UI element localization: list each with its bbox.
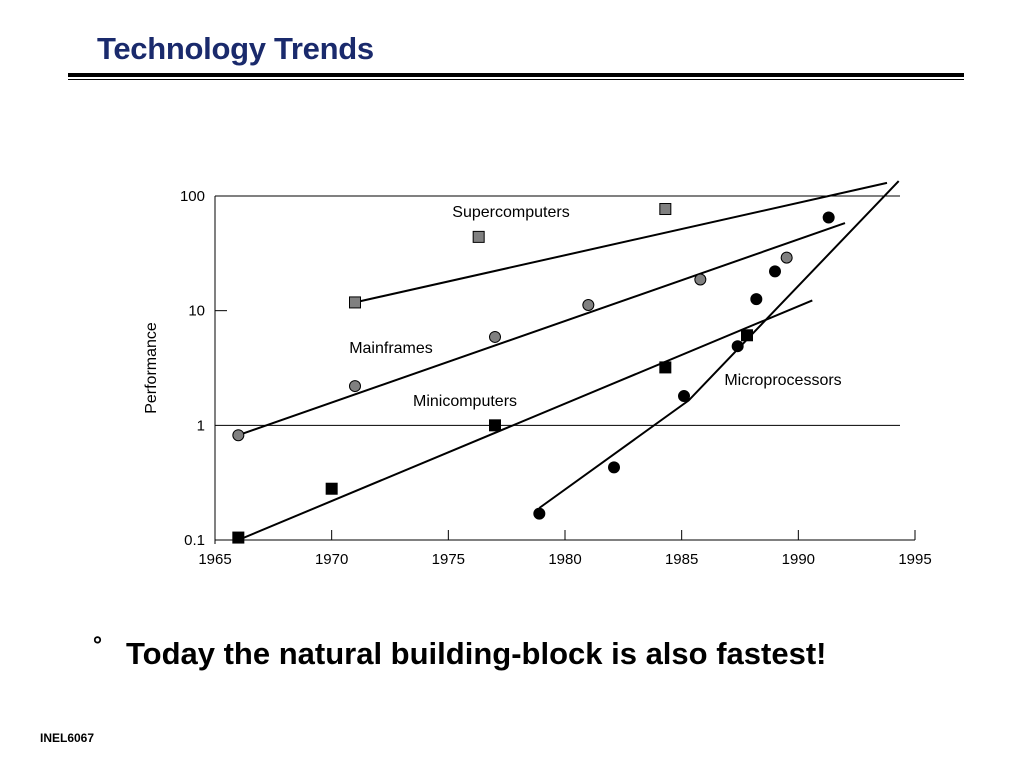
x-tick-label-1975: 1975 — [432, 551, 465, 568]
bullet-point: ° Today the natural building-block is al… — [92, 634, 827, 672]
microprocessors-point-6 — [822, 211, 835, 224]
mainframes-point-4 — [694, 273, 707, 286]
microprocessors-point-4 — [750, 293, 763, 306]
slide-title: Technology Trends — [97, 31, 374, 66]
y-tick-label-100: 100 — [180, 188, 205, 205]
supercomputers-trend-line — [354, 181, 888, 304]
x-tick-label-1995: 1995 — [898, 551, 931, 568]
bullet-icon: ° — [92, 634, 103, 659]
x-tick-label-1965: 1965 — [198, 551, 231, 568]
mainframes-point-3 — [582, 299, 595, 312]
x-tick-label-1985: 1985 — [665, 551, 698, 568]
microprocessors-point-3 — [731, 340, 744, 353]
supercomputers-label: Supercomputers — [452, 204, 569, 221]
mainframes-point-5 — [780, 251, 793, 264]
title-rule-thin — [68, 79, 964, 80]
footer-course-code: INEL6067 — [40, 731, 95, 745]
y-tick-label-1: 1 — [197, 417, 205, 434]
performance-chart: 0.1 1 10 100 1965 1970 1975 1980 1985 1990 1995 Per… — [143, 180, 932, 568]
minicomputers-point-0 — [232, 531, 245, 544]
microprocessors-point-1 — [608, 461, 620, 474]
minicomputers-point-1 — [325, 482, 338, 495]
supercomputers-point-2 — [659, 203, 672, 216]
mainframes-trend-line — [237, 222, 846, 437]
minicomputers-trend-line — [237, 299, 813, 541]
supercomputers-point-0 — [349, 296, 361, 309]
microprocessors-point-2 — [678, 390, 690, 403]
x-tick-label-1980: 1980 — [548, 551, 581, 568]
y-tick-label-0.1: 0.1 — [184, 532, 205, 549]
bullet-text: Today the natural building-block is also… — [126, 636, 827, 671]
mainframes-point-0 — [232, 429, 245, 442]
microprocessors-label: Microprocessors — [724, 372, 841, 389]
title-rule-thick — [68, 73, 964, 77]
microprocessors-trend-line — [538, 180, 900, 509]
y-axis-label: Performance — [143, 322, 160, 414]
minicomputers-point-3 — [659, 361, 672, 374]
microprocessors-point-0 — [533, 507, 546, 520]
minicomputers-label: Minicomputers — [413, 393, 517, 410]
minicomputers-point-2 — [489, 419, 501, 432]
mainframes-label: Mainframes — [349, 340, 433, 357]
microprocessors-point-5 — [769, 265, 781, 278]
x-tick-label-1990: 1990 — [782, 551, 815, 568]
supercomputers-point-1 — [472, 230, 485, 243]
x-tick-label-1970: 1970 — [315, 551, 348, 568]
mainframes-point-1 — [349, 380, 361, 393]
mainframes-point-2 — [489, 330, 501, 343]
y-tick-label-10: 10 — [188, 303, 205, 320]
